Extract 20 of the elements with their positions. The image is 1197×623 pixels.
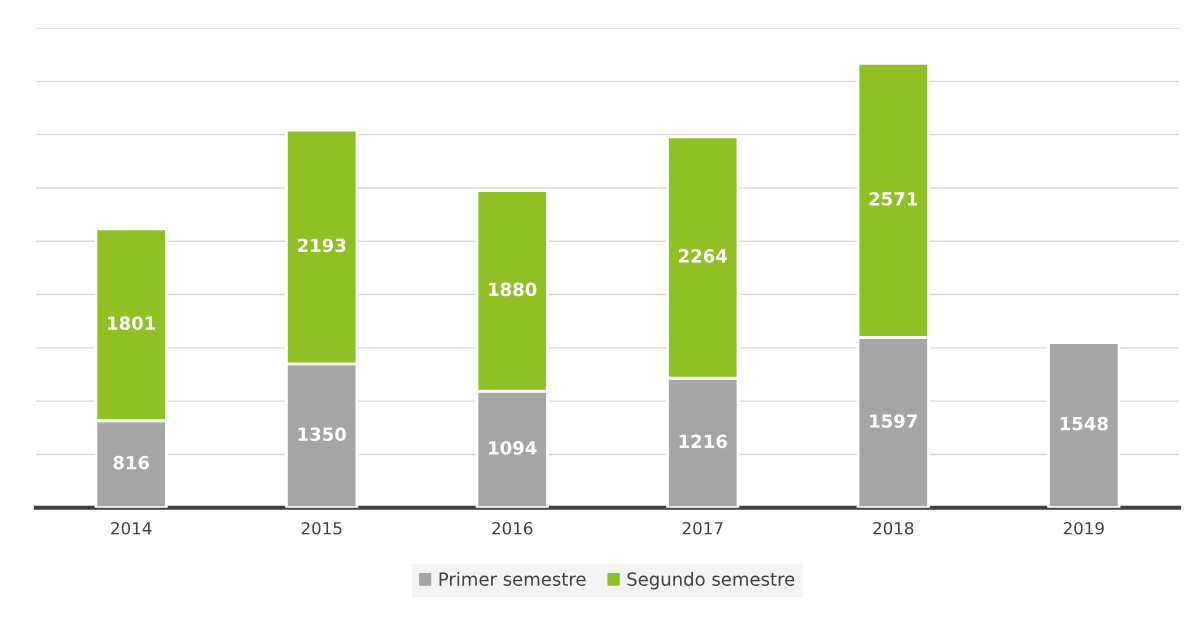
x-tick-label: 2018 (873, 521, 914, 535)
x-tick-label: 2016 (492, 521, 533, 535)
data-label: 2264 (679, 249, 728, 263)
data-label: 1801 (108, 316, 156, 330)
x-tick-label: 2014 (111, 521, 152, 535)
data-label: 1094 (489, 441, 537, 455)
legend-label: Segundo semestre (627, 571, 795, 590)
data-label: 1880 (489, 282, 537, 297)
data-label: 1216 (679, 434, 727, 449)
data-label: 1350 (298, 427, 346, 442)
x-tick-label: 2017 (682, 521, 723, 535)
data-label: 2571 (869, 192, 918, 206)
bar (1047, 341, 1121, 508)
x-tick-label: 2019 (1063, 521, 1104, 535)
data-label: 816 (113, 455, 150, 470)
x-tick-label: 2015 (301, 521, 342, 535)
data-label: 2193 (298, 238, 346, 253)
data-label: 1548 (1060, 416, 1108, 431)
legend-label: Primer semestre (439, 571, 586, 586)
data-label: 1597 (870, 414, 917, 428)
